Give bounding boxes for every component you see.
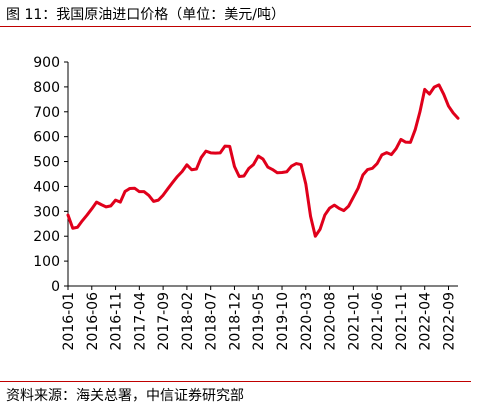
x-tick-label: 2021-06: [370, 292, 386, 351]
x-axis: 2016-01 2016-06 2016-11 2017-04 2017-09 2018-…: [61, 285, 458, 351]
x-tick-label: 2022-04: [418, 292, 434, 351]
source-rule: [0, 381, 471, 382]
y-axis: 0 100 200 300 400 500 600 700 800 900: [33, 55, 69, 295]
y-tick-label: 100: [33, 254, 60, 270]
y-tick-label: 700: [33, 105, 60, 121]
x-tick-label: 2019-05: [251, 292, 267, 351]
x-tick-label: 2020-03: [299, 292, 315, 351]
y-tick-label: 200: [33, 229, 60, 245]
x-tick-label: 2016-06: [85, 292, 101, 351]
x-tick-label: 2018-07: [204, 292, 220, 351]
y-tick-label: 600: [33, 130, 60, 146]
x-tick-label: 2016-11: [109, 292, 125, 351]
series-layer: [66, 83, 460, 238]
x-tick-label: 2017-09: [156, 292, 172, 351]
x-tick-label: 2020-08: [323, 292, 339, 351]
series-line: [66, 83, 460, 238]
x-tick-label: 2017-04: [132, 292, 148, 351]
figure-title: 图 11：我国原油进口价格（单位：美元/吨）: [6, 7, 285, 23]
y-tick-label: 900: [33, 55, 60, 71]
y-tick-label: 0: [51, 279, 60, 295]
y-tick-label: 500: [33, 155, 60, 171]
y-tick-label: 400: [33, 179, 60, 195]
source-note: 资料来源：海关总署，中信证券研究部: [6, 388, 244, 404]
y-tick-label: 300: [33, 204, 60, 220]
x-tick-label: 2019-10: [275, 292, 291, 351]
title-rule: [0, 26, 471, 27]
x-tick-label: 2021-01: [346, 292, 362, 351]
x-tick-label: 2022-09: [441, 292, 457, 351]
x-tick-label: 2016-01: [61, 292, 77, 351]
x-tick-label: 2021-11: [394, 292, 410, 351]
x-tick-label: 2018-12: [227, 292, 243, 351]
x-tick-label: 2018-02: [180, 292, 196, 351]
y-tick-label: 800: [33, 80, 60, 96]
